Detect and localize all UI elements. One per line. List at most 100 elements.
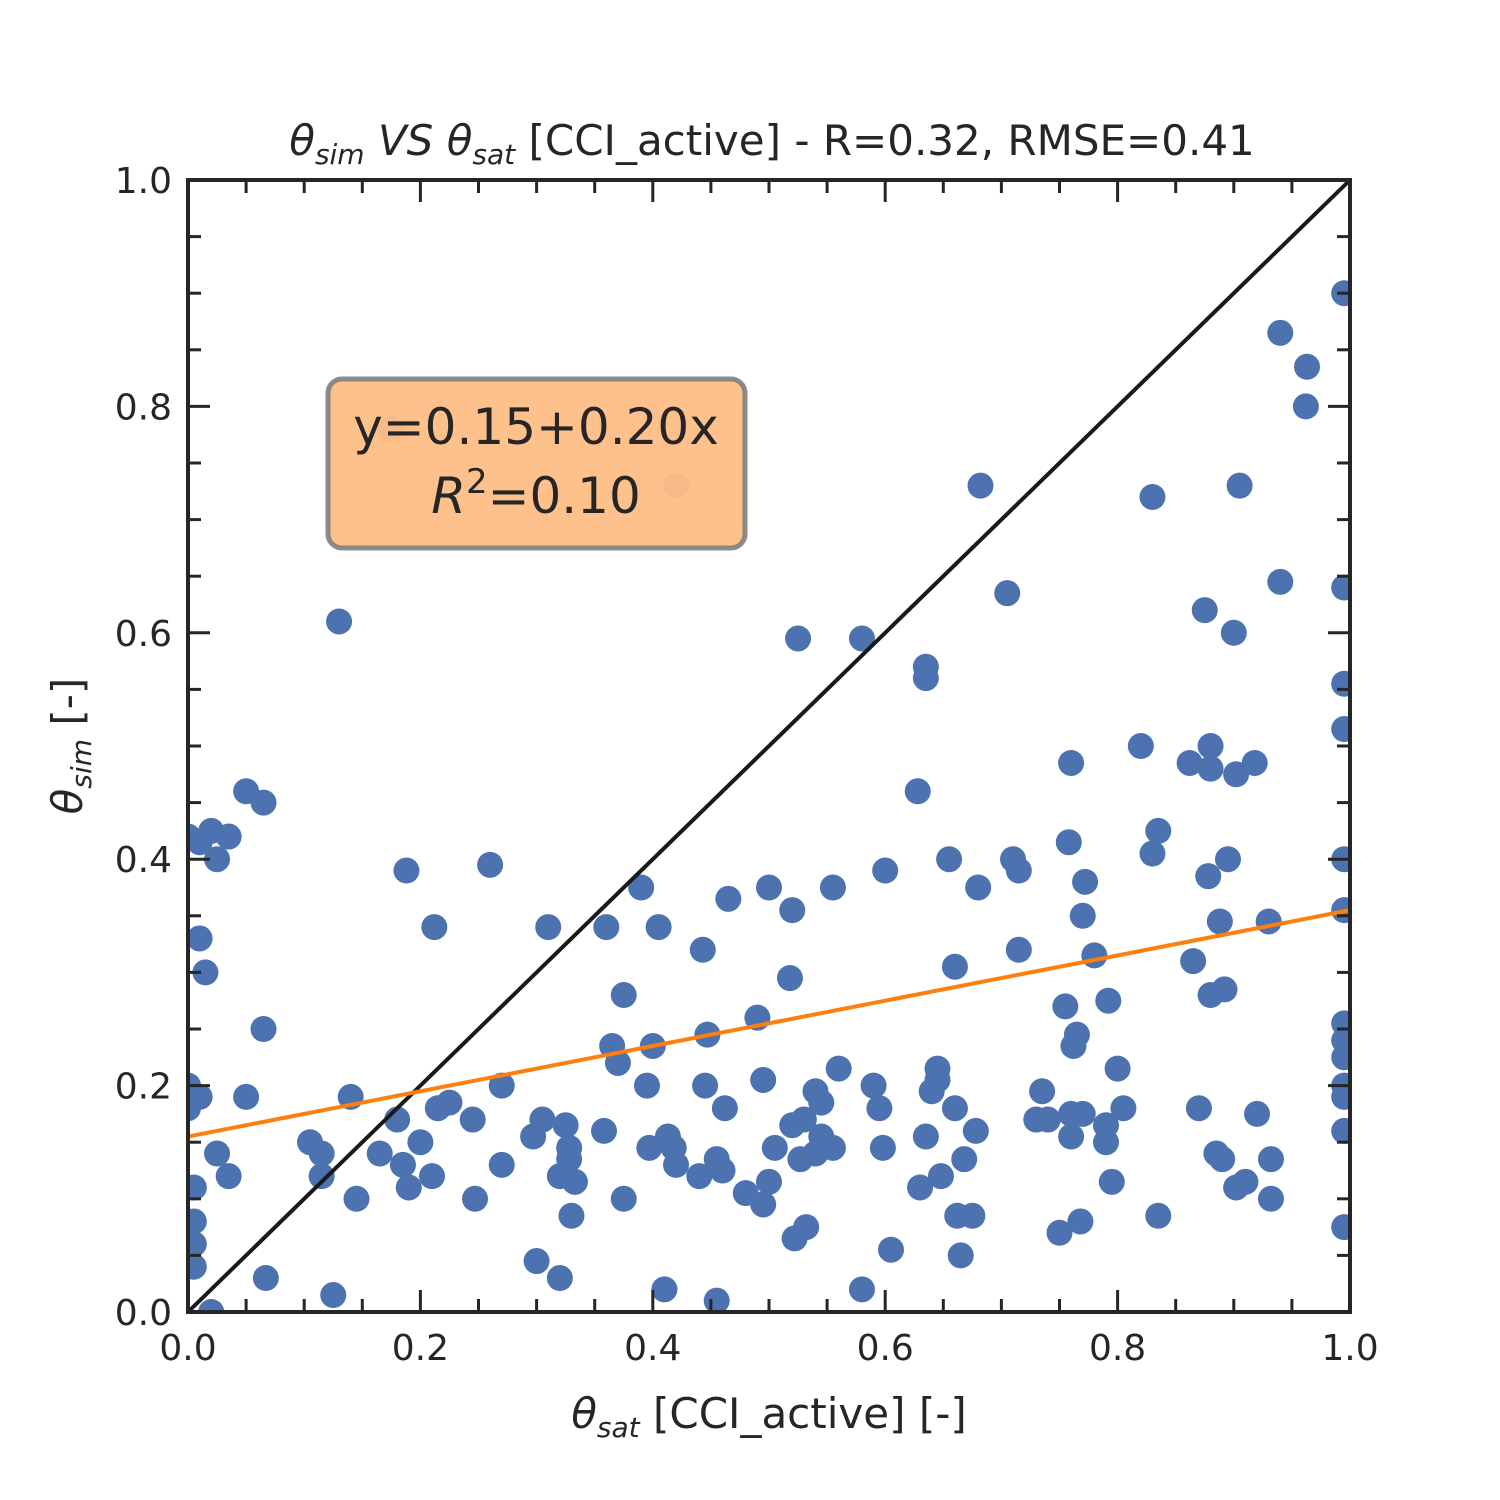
identity-line: [186, 178, 1352, 1314]
data-point: [590, 1117, 617, 1144]
data-point: [1058, 749, 1085, 776]
data-point: [785, 625, 812, 652]
data-point: [692, 1072, 719, 1099]
regression-fit-line: [187, 908, 1351, 1139]
data-point: [552, 1112, 579, 1139]
data-point: [750, 1191, 777, 1218]
data-point: [1185, 1095, 1212, 1122]
data-point: [192, 959, 219, 986]
data-point: [927, 1163, 954, 1190]
data-point: [188, 925, 213, 952]
data-point: [663, 1151, 690, 1178]
data-point: [593, 914, 620, 941]
data-point: [1034, 1106, 1061, 1133]
data-point: [529, 1106, 556, 1133]
data-point: [645, 914, 672, 941]
data-point: [808, 1089, 835, 1116]
data-point: [866, 1095, 893, 1122]
data-point: [709, 1157, 736, 1184]
data-point: [1257, 1146, 1284, 1173]
data-point: [1110, 1095, 1137, 1122]
data-point: [1197, 755, 1224, 782]
data-point: [436, 1089, 463, 1116]
data-point: [1331, 1214, 1350, 1241]
data-point: [1257, 1185, 1284, 1212]
data-point: [951, 1146, 978, 1173]
data-point: [1067, 1208, 1094, 1235]
data-point: [250, 789, 277, 816]
data-point: [610, 982, 637, 1009]
data-point: [1139, 483, 1166, 510]
data-point: [686, 1163, 713, 1190]
data-point: [962, 1117, 989, 1144]
data-point: [651, 1276, 678, 1303]
data-point: [488, 1151, 515, 1178]
data-point: [523, 1248, 550, 1275]
data-point: [1331, 1117, 1350, 1144]
data-point: [1223, 761, 1250, 788]
data-point: [756, 1168, 782, 1195]
data-point: [967, 472, 994, 499]
data-point: [1206, 908, 1233, 935]
data-point: [1292, 393, 1319, 420]
data-point: [878, 1236, 905, 1263]
data-point: [419, 1163, 446, 1190]
data-point: [965, 874, 992, 901]
data-point: [1191, 597, 1218, 624]
data-point: [819, 1134, 846, 1161]
data-point: [959, 1202, 986, 1229]
data-point: [907, 1174, 934, 1201]
x-tick-label: 0.6: [857, 1328, 914, 1369]
data-point: [703, 1287, 730, 1312]
data-point: [711, 1095, 738, 1122]
data-point: [389, 1151, 416, 1178]
data-point: [215, 1163, 242, 1190]
data-point: [556, 1146, 583, 1173]
data-point: [633, 1072, 660, 1099]
data-point: [535, 914, 562, 941]
data-point: [1072, 868, 1099, 895]
data-point: [610, 1185, 637, 1212]
data-point: [1331, 716, 1350, 743]
data-point: [395, 1174, 422, 1201]
x-tick-label: 0.2: [392, 1328, 449, 1369]
data-point: [546, 1265, 573, 1292]
data-point: [188, 1174, 207, 1201]
data-point: [825, 1055, 852, 1082]
data-point: [252, 1265, 279, 1292]
data-point: [421, 914, 448, 941]
data-point: [912, 1123, 939, 1150]
data-point: [1145, 817, 1172, 844]
data-point: [188, 1208, 207, 1235]
data-point: [320, 1282, 347, 1309]
y-tick-label: 0.2: [115, 1067, 172, 1108]
data-point: [1095, 987, 1122, 1014]
data-point: [860, 1072, 887, 1099]
data-point: [1145, 1202, 1172, 1229]
data-point: [793, 1214, 820, 1241]
data-point: [1331, 670, 1350, 697]
data-point: [308, 1163, 335, 1190]
data-point: [343, 1185, 370, 1212]
data-point: [250, 1016, 277, 1042]
data-point: [941, 953, 968, 980]
data-point: [1052, 993, 1079, 1020]
data-point: [1241, 749, 1268, 776]
data-point: [636, 1134, 663, 1161]
data-point: [488, 1072, 515, 1099]
data-point: [1331, 1044, 1350, 1071]
data-point: [1244, 1100, 1271, 1127]
data-point: [1255, 908, 1282, 935]
data-point: [872, 857, 899, 884]
data-point: [1214, 846, 1241, 873]
data-point: [188, 1083, 213, 1110]
data-point: [1220, 619, 1247, 646]
y-tick-label: 0.0: [115, 1293, 172, 1334]
annotation-r-squared: R2=0.10: [431, 462, 641, 525]
data-point: [1176, 749, 1203, 776]
x-axis-label: θsat [CCI_active] [-]: [571, 1389, 967, 1444]
data-point: [869, 1134, 896, 1161]
x-tick-label: 0.8: [1089, 1328, 1146, 1369]
axis-ticks: 0.0 0.2 0.4 0.6 0.8 1.0 0.0 0.2 0.4 0.6 0.8 1.0: [115, 161, 1379, 1369]
